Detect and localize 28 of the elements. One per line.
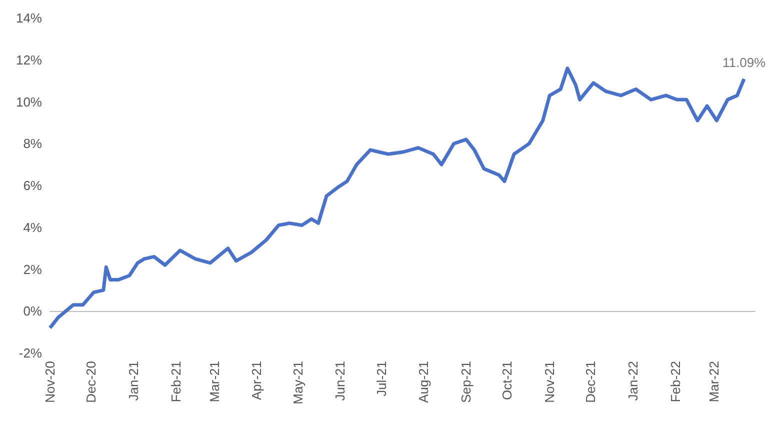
x-tick-label: Sep-21 [458, 361, 474, 403]
x-tick-label: Mar-21 [206, 361, 222, 402]
x-tick-label: Apr-21 [249, 361, 264, 400]
x-tick-label: Aug-21 [416, 361, 432, 403]
x-tick-label: Feb-22 [668, 361, 684, 402]
y-tick-label: 2% [23, 262, 42, 277]
line-series [48, 66, 746, 330]
x-tick-label: Jan-21 [126, 361, 142, 401]
x-tick-label: Nov-21 [542, 361, 558, 403]
x-tick-label: Jan-22 [626, 361, 641, 401]
y-tick-label: 10% [16, 94, 42, 110]
x-tick-label: Dec-21 [583, 361, 598, 403]
annotation: 11.09% [722, 54, 766, 70]
x-tick-label: Dec-20 [84, 361, 99, 403]
x-tick-label: Nov-20 [42, 361, 58, 403]
x-tick-label: Feb-21 [168, 361, 184, 402]
x-tick-label: Mar-22 [706, 361, 722, 402]
y-tick-label: 0% [23, 304, 42, 319]
x-tick-label: Jul-21 [374, 361, 389, 396]
y-tick-label: -2% [18, 346, 42, 360]
x-tick-label: Jun-21 [332, 361, 348, 401]
y-tick-label: 14% [16, 10, 42, 26]
y-tick-label: 4% [23, 220, 42, 235]
x-tick-label: May-21 [290, 361, 306, 404]
y-tick-label: 6% [23, 178, 42, 193]
x-tick-label: Oct-21 [500, 361, 515, 400]
y-tick-label: 8% [23, 136, 42, 152]
y-tick-label: 12% [16, 52, 42, 68]
